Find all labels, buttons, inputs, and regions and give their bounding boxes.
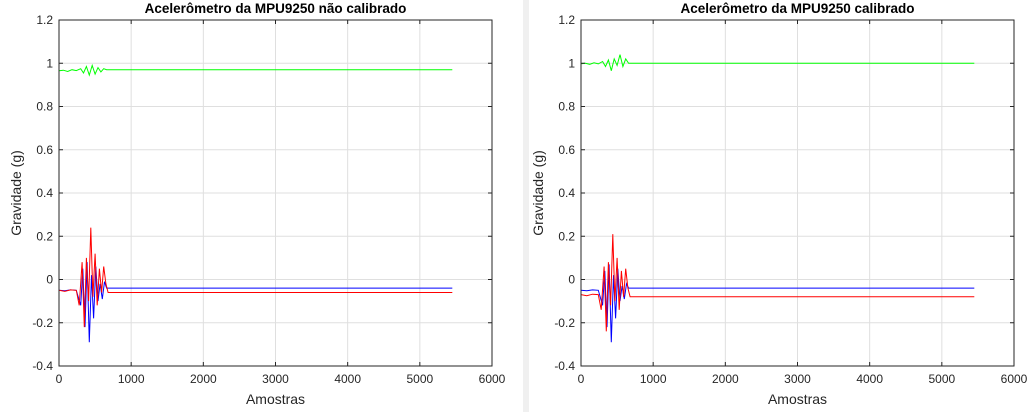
y-tick-label: 1 [46,56,53,70]
x-tick-label: 0 [578,372,585,386]
y-tick-label: -0.4 [554,359,575,373]
x-tick-label: 2000 [712,372,739,386]
x-tick-label: 3000 [784,372,811,386]
series-line-0 [580,54,975,71]
x-tick-label: 2000 [190,372,217,386]
y-tick-label: 0.8 [558,100,575,114]
series-line-2 [580,234,975,332]
series-line-2 [58,227,453,328]
y-tick-label: 0.2 [558,229,575,243]
y-tick-label: 1 [568,56,575,70]
chart-panel-calibrated: 0 1000 2000 3000 4000 5000 6000 -0.4 -0.2 0 0.2 0.4… [529,0,1033,412]
y-tick-label: 0.4 [36,186,53,200]
x-tick-label: 0 [56,372,63,386]
y-tick-label: 0.4 [558,186,575,200]
y-tick-label: -0.4 [32,359,53,373]
y-tick-label: -0.2 [554,316,575,330]
x-tick-label: 5000 [406,372,433,386]
y-tick-label: -0.2 [32,316,53,330]
x-tick-label: 4000 [334,372,361,386]
y-tick-label: 0.6 [558,143,575,157]
x-tick-label: 4000 [856,372,883,386]
y-tick-label: 1.2 [36,13,53,27]
y-axis-label: Gravidade (g) [8,150,24,236]
x-axis-label: Amostras [768,391,827,407]
y-axis-label: Gravidade (g) [530,150,546,236]
x-tick-label: 6000 [1001,372,1028,386]
chart-title: Acelerômetro da MPU9250 não calibrado [145,1,407,16]
y-tick-label: 0 [46,273,53,287]
x-tick-label: 1000 [118,372,145,386]
y-tick-label: 1.2 [558,13,575,27]
y-tick-label: 0.6 [36,143,53,157]
x-tick-label: 5000 [928,372,955,386]
series-line-0 [58,63,453,77]
x-tick-label: 3000 [262,372,289,386]
chart-panel-uncalibrated: 0 1000 2000 3000 4000 5000 6000 -0.4 -0.2 0 0.2 0.4… [0,0,523,412]
x-axis-label: Amostras [246,391,305,407]
chart-title: Acelerômetro da MPU9250 calibrado [680,1,914,16]
series-line-1 [58,262,453,343]
x-tick-label: 1000 [640,372,667,386]
y-tick-label: 0 [568,273,575,287]
y-tick-label: 0.2 [36,229,53,243]
y-tick-label: 0.8 [36,100,53,114]
x-tick-label: 6000 [479,372,506,386]
